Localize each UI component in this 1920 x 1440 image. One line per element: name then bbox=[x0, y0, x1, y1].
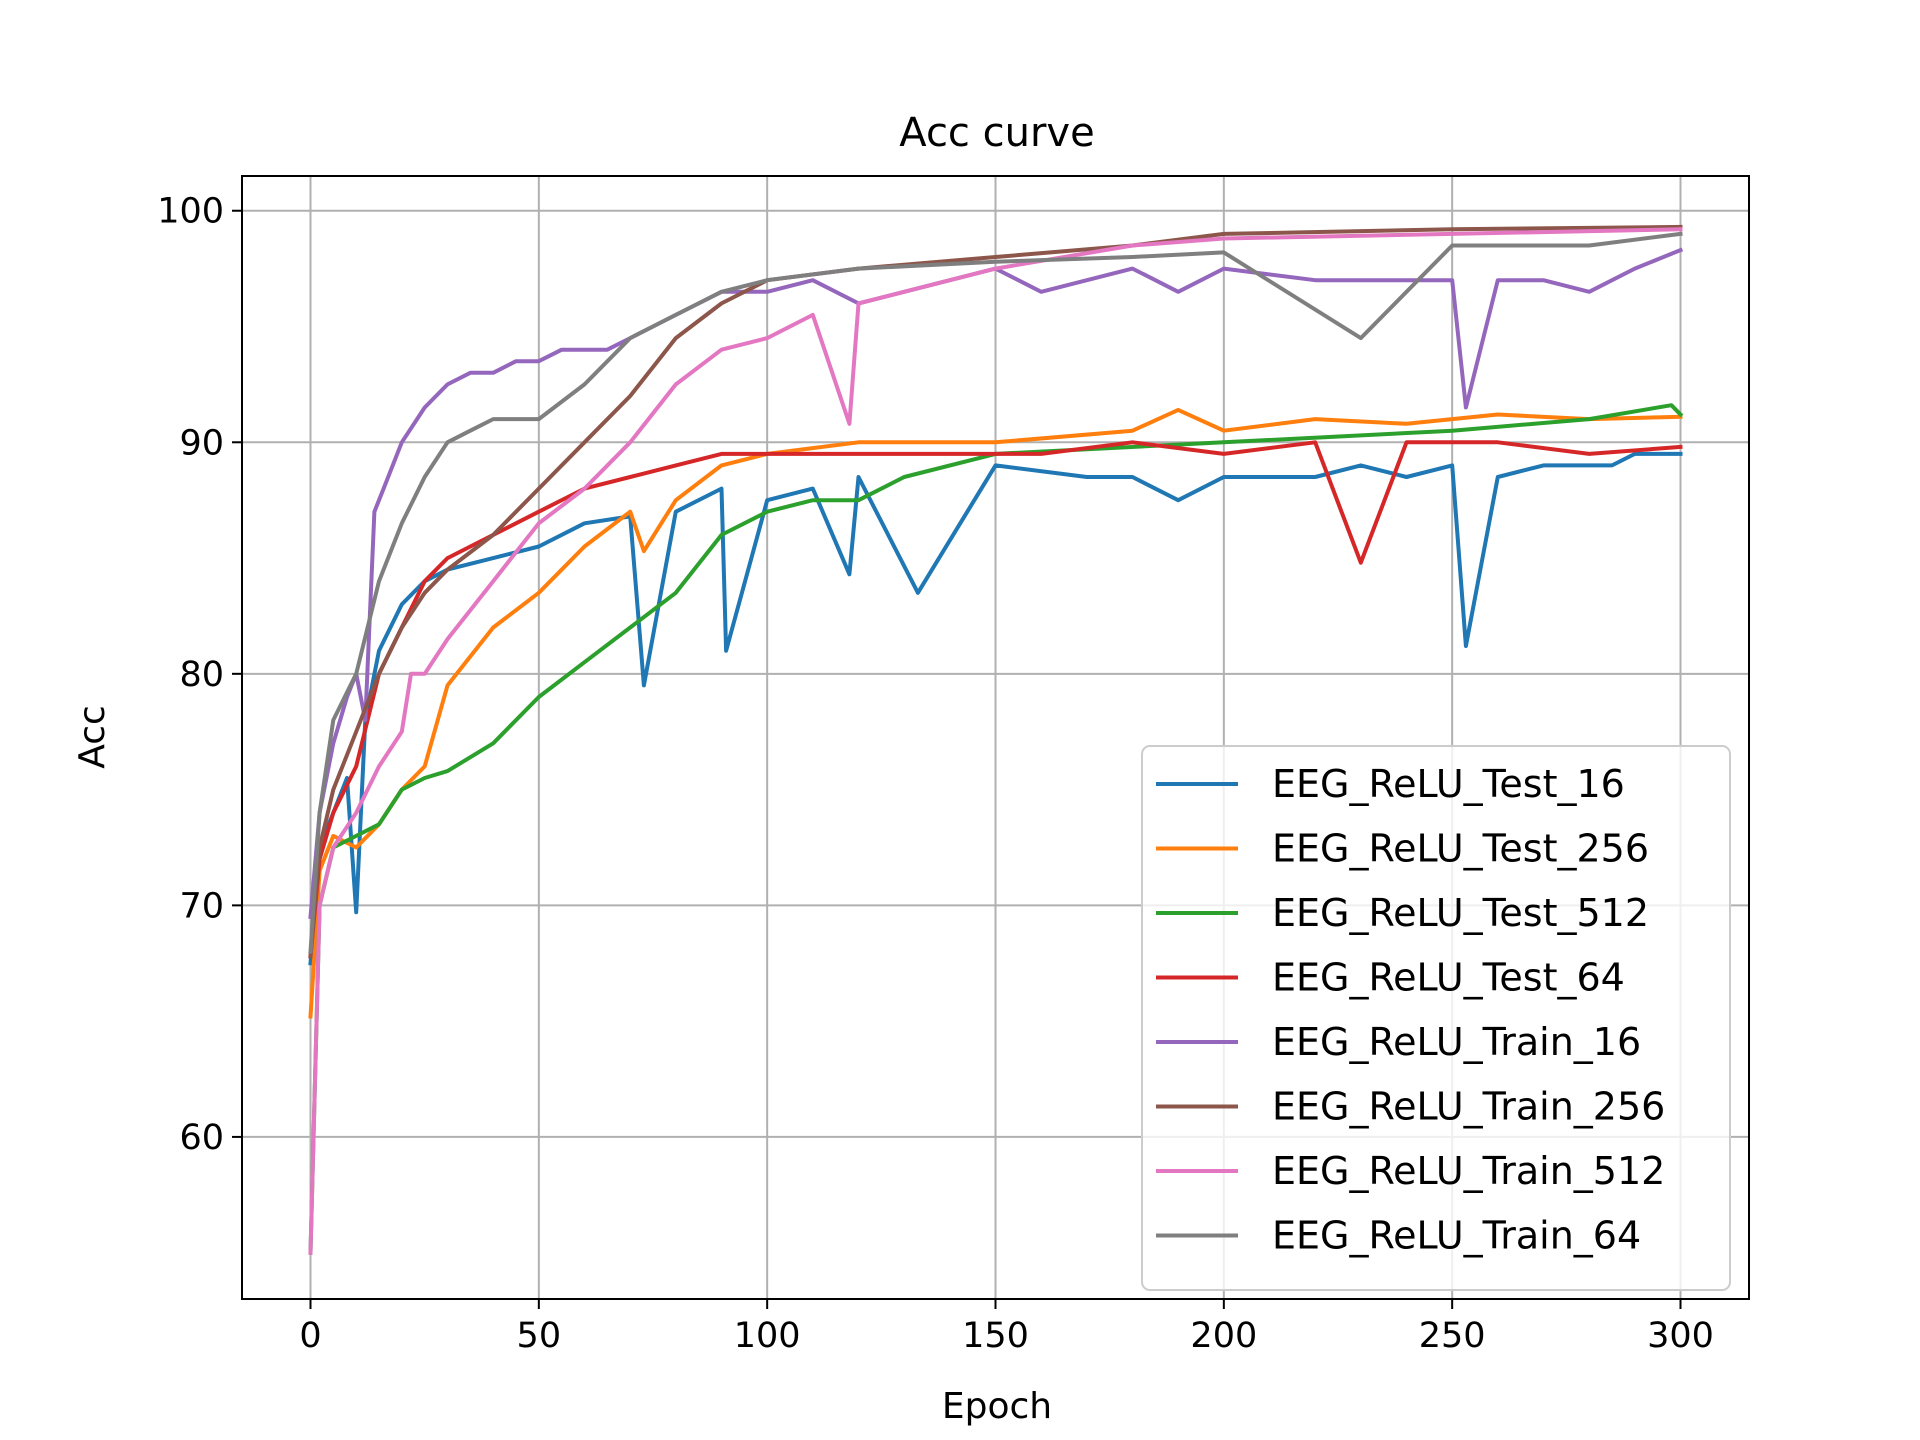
series-line-eeg-relu-test-512 bbox=[308, 403, 1684, 1255]
y-tick-label: 100 bbox=[157, 192, 224, 232]
legend-label: EEG_ReLU_Train_512 bbox=[1272, 1149, 1665, 1193]
legend-entry: EEG_ReLU_Train_64 bbox=[1156, 1214, 1641, 1258]
x-tick-label: 0 bbox=[299, 1316, 321, 1356]
series-line-eeg-relu-test-16 bbox=[308, 451, 1683, 966]
legend-box bbox=[1141, 745, 1731, 1291]
y-tick-label: 90 bbox=[179, 423, 224, 463]
axis-ticks: 0 50 100 150 200 250 300 60 70 80 90 100 bbox=[157, 192, 1714, 1356]
y-tick-label: 80 bbox=[179, 655, 224, 695]
legend-entry: EEG_ReLU_Train_16 bbox=[1156, 1020, 1641, 1064]
legend-entry: EEG_ReLU_Train_256 bbox=[1156, 1085, 1665, 1129]
legend-label: EEG_ReLU_Train_16 bbox=[1272, 1020, 1641, 1064]
legend-entry: EEG_ReLU_Test_64 bbox=[1156, 956, 1625, 1000]
y-tick-label: 60 bbox=[179, 1118, 224, 1158]
y-tick-label: 70 bbox=[179, 886, 224, 926]
legend-entry: EEG_ReLU_Train_512 bbox=[1156, 1149, 1665, 1193]
x-tick-label: 150 bbox=[962, 1316, 1029, 1356]
chart-title: Acc curve bbox=[899, 110, 1094, 156]
legend-label: EEG_ReLU_Test_16 bbox=[1272, 762, 1625, 806]
x-tick-label: 50 bbox=[517, 1316, 562, 1356]
x-axis-label: Epoch bbox=[942, 1386, 1052, 1427]
series-line-eeg-relu-train-256 bbox=[308, 224, 1683, 959]
legend-entry: EEG_ReLU_Test_512 bbox=[1156, 891, 1649, 935]
legend-label: EEG_ReLU_Train_256 bbox=[1272, 1085, 1665, 1129]
legend: EEG_ReLU_Test_16 EEG_ReLU_Test_256 EEG_ReL… bbox=[1141, 745, 1731, 1291]
series-line-eeg-relu-train-512 bbox=[308, 227, 1683, 1255]
x-tick-label: 100 bbox=[734, 1316, 801, 1356]
y-axis-label: Acc bbox=[72, 705, 113, 769]
series-line-eeg-relu-train-64 bbox=[308, 231, 1683, 954]
legend-entry: EEG_ReLU_Test_256 bbox=[1156, 827, 1649, 871]
legend-label: EEG_ReLU_Test_64 bbox=[1272, 956, 1625, 1000]
legend-label: EEG_ReLU_Test_256 bbox=[1272, 827, 1649, 871]
legend-label: EEG_ReLU_Train_64 bbox=[1272, 1214, 1641, 1258]
x-tick-label: 250 bbox=[1419, 1316, 1486, 1356]
series-group bbox=[308, 224, 1684, 1255]
x-tick-label: 200 bbox=[1190, 1316, 1257, 1356]
legend-label: EEG_ReLU_Test_512 bbox=[1272, 891, 1649, 935]
x-tick-label: 300 bbox=[1647, 1316, 1714, 1356]
legend-entry: EEG_ReLU_Test_16 bbox=[1156, 762, 1625, 806]
